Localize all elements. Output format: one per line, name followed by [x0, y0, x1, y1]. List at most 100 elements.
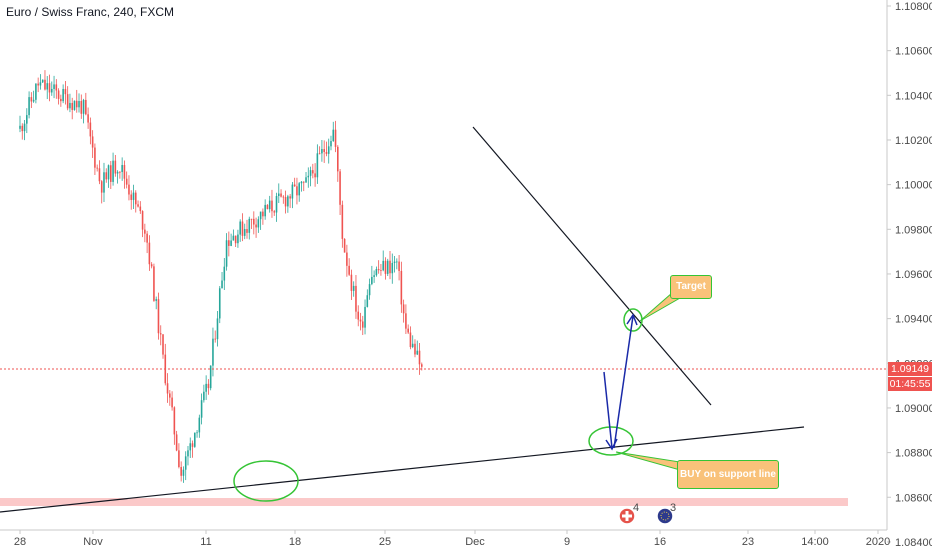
support-trendline[interactable] — [0, 426, 805, 513]
candle-body — [341, 204, 344, 239]
candle-body — [296, 186, 298, 196]
candle-body — [323, 149, 325, 152]
candle-body — [203, 391, 205, 401]
candle-body — [325, 151, 328, 154]
candle-body — [48, 83, 51, 93]
candle-body — [339, 171, 341, 205]
price-axis-label: 1.10200 — [895, 135, 932, 147]
time-axis-label: 14:00 — [801, 536, 829, 548]
candle-body — [107, 165, 110, 180]
candle-body — [178, 450, 180, 467]
candle-body — [230, 240, 232, 246]
candle-body — [232, 235, 235, 241]
price-axis[interactable]: 1.10800 1.10600 1.10400 1.10200 1.10000 1.098… — [887, 1, 932, 549]
candle-body — [384, 260, 387, 274]
candle-body — [23, 123, 26, 132]
price-axis-label: 1.10800 — [895, 1, 932, 13]
candle-body — [87, 114, 89, 123]
candle-body — [50, 88, 53, 93]
candle-body — [116, 171, 119, 174]
candle-body — [53, 84, 55, 89]
candle-body — [57, 90, 60, 99]
candle-body — [346, 252, 348, 266]
candle-body — [234, 235, 237, 244]
candle-body — [282, 196, 285, 198]
eu-event-icon[interactable] — [656, 507, 674, 525]
candle-body — [207, 383, 210, 389]
candle-body — [132, 192, 135, 200]
candle-body — [250, 218, 253, 220]
candle-body — [262, 211, 264, 217]
candle-body — [96, 167, 98, 169]
price-axis-label: 1.10000 — [895, 180, 932, 192]
candle-body — [26, 115, 28, 124]
candle-body — [389, 260, 391, 274]
candle-body — [407, 328, 409, 333]
target-callout[interactable]: Target — [670, 275, 712, 299]
price-axis-label: 1.08600 — [895, 492, 932, 504]
buy-highlight-circle[interactable] — [588, 426, 634, 456]
candle-body — [155, 299, 157, 301]
candle-body — [348, 265, 350, 275]
candle-body — [128, 184, 130, 195]
candle-body — [212, 338, 214, 366]
candle-body — [21, 125, 24, 132]
candle-body — [139, 206, 142, 212]
candle-body — [302, 181, 305, 183]
candle-body — [255, 224, 257, 228]
candle-body — [94, 147, 96, 168]
price-axis-label: 1.09800 — [895, 224, 932, 236]
candle-body — [321, 149, 323, 154]
swiss-event-icon[interactable] — [618, 507, 636, 525]
price-axis-label: 1.09400 — [895, 314, 932, 326]
candle-body — [225, 240, 228, 267]
candle-body — [316, 153, 319, 178]
candle-body — [169, 393, 171, 398]
candle-body — [60, 98, 62, 102]
candle-body — [352, 285, 355, 291]
candle-body — [264, 204, 266, 217]
candle-body — [112, 160, 114, 182]
candle-body — [180, 466, 182, 476]
candle-body — [157, 299, 160, 334]
candle-body — [364, 306, 366, 328]
candle-body — [228, 240, 230, 246]
time-axis[interactable]: 28 Nov 11 18 25 Dec 9 16 23 14:00 2020 — [14, 530, 890, 548]
candle-body — [171, 397, 173, 408]
candle-body — [141, 211, 144, 230]
candle-body — [32, 99, 35, 102]
candle-body — [105, 172, 108, 180]
candle-body — [184, 456, 187, 470]
time-axis-label: 23 — [742, 536, 754, 548]
candle-body — [300, 181, 303, 184]
price-axis-label: 1.10600 — [895, 46, 932, 58]
candle-body — [91, 136, 94, 148]
candle-body — [398, 261, 400, 271]
candle-body — [396, 261, 398, 263]
up-arrow-head-icon — [626, 313, 638, 326]
candle-body — [377, 269, 380, 271]
candle-body — [241, 221, 244, 236]
resistance-trendline[interactable] — [472, 126, 712, 406]
buy-callout[interactable]: BUY on support line — [677, 460, 779, 489]
up-arrow[interactable] — [613, 315, 634, 449]
candle-body — [175, 434, 178, 451]
down-arrow[interactable] — [603, 371, 613, 449]
time-axis-label: 9 — [564, 536, 570, 548]
candle-body — [332, 129, 335, 142]
candle-body — [350, 274, 353, 291]
candle-body — [64, 88, 67, 95]
candle-body — [409, 332, 412, 348]
candle-body — [191, 443, 194, 447]
candle-body — [214, 338, 217, 340]
candle-body — [280, 193, 282, 197]
candle-body — [37, 83, 39, 86]
candle-body — [291, 184, 294, 199]
price-axis-label: 1.08800 — [895, 448, 932, 460]
candle-body — [334, 129, 337, 147]
candle-body — [393, 261, 396, 263]
low-highlight-circle[interactable] — [233, 460, 299, 502]
current-price-tag: 1.09149 — [888, 362, 932, 376]
candle-body — [368, 284, 371, 296]
